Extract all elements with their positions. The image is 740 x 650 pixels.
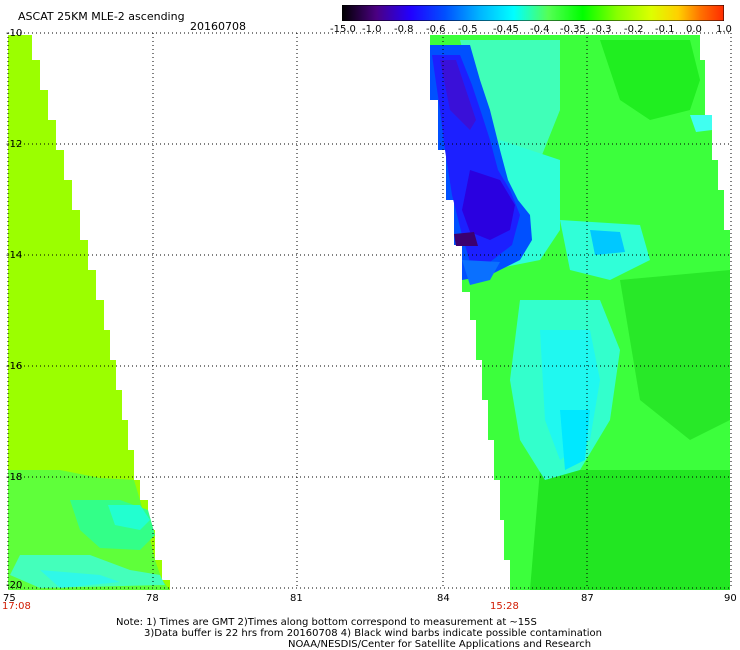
lon-label: 75 [3,593,16,604]
lat-label: -20 [6,580,23,591]
swath-left [8,35,170,590]
lat-label: -10 [6,28,23,39]
lon-label: 90 [724,593,737,604]
lon-label: 78 [146,593,159,604]
lat-label: -12 [6,139,23,150]
colorbar-label: 0.0 [686,24,702,35]
colorbar-label: -0.6 [426,24,446,35]
colorbar-label: -0.4 [530,24,550,35]
lon-label: 84 [437,593,450,604]
colorbar-labels: -15.0 -1.0 -0.8 -0.6 -0.5 -0.45 -0.4 -0.… [330,24,732,36]
graticule [7,32,732,589]
colorbar-label: -0.5 [458,24,478,35]
note-line-2: 3)Data buffer is 22 hrs from 20160708 4)… [144,628,602,639]
swath-right [430,35,730,590]
colorbar-label: 1.0 [716,24,732,35]
pass-time-right: 15:28 [490,601,519,612]
product-date: 20160708 [190,20,246,33]
colorbar-label: -0.2 [624,24,644,35]
colorbar-label: -1.0 [362,24,382,35]
lat-label: -18 [6,472,23,483]
colorbar [342,5,724,21]
colorbar-label: -15.0 [330,24,356,35]
colorbar-label: -0.35 [560,24,586,35]
colorbar-label: -0.45 [493,24,519,35]
note-line-1: Note: 1) Times are GMT 2)Times along bot… [116,617,537,628]
colorbar-label: -0.3 [592,24,612,35]
colorbar-label: -0.8 [394,24,414,35]
lat-label: -14 [6,250,23,261]
pass-time-left: 17:08 [2,601,31,612]
note-line-3: NOAA/NESDIS/Center for Satellite Applica… [288,639,592,650]
colorbar-swatches [342,5,724,21]
lon-label: 87 [581,593,594,604]
lat-label: -16 [6,361,23,372]
product-title: ASCAT 25KM MLE-2 ascending [18,10,185,23]
lon-label: 81 [290,593,303,604]
colorbar-label: -0.1 [655,24,675,35]
